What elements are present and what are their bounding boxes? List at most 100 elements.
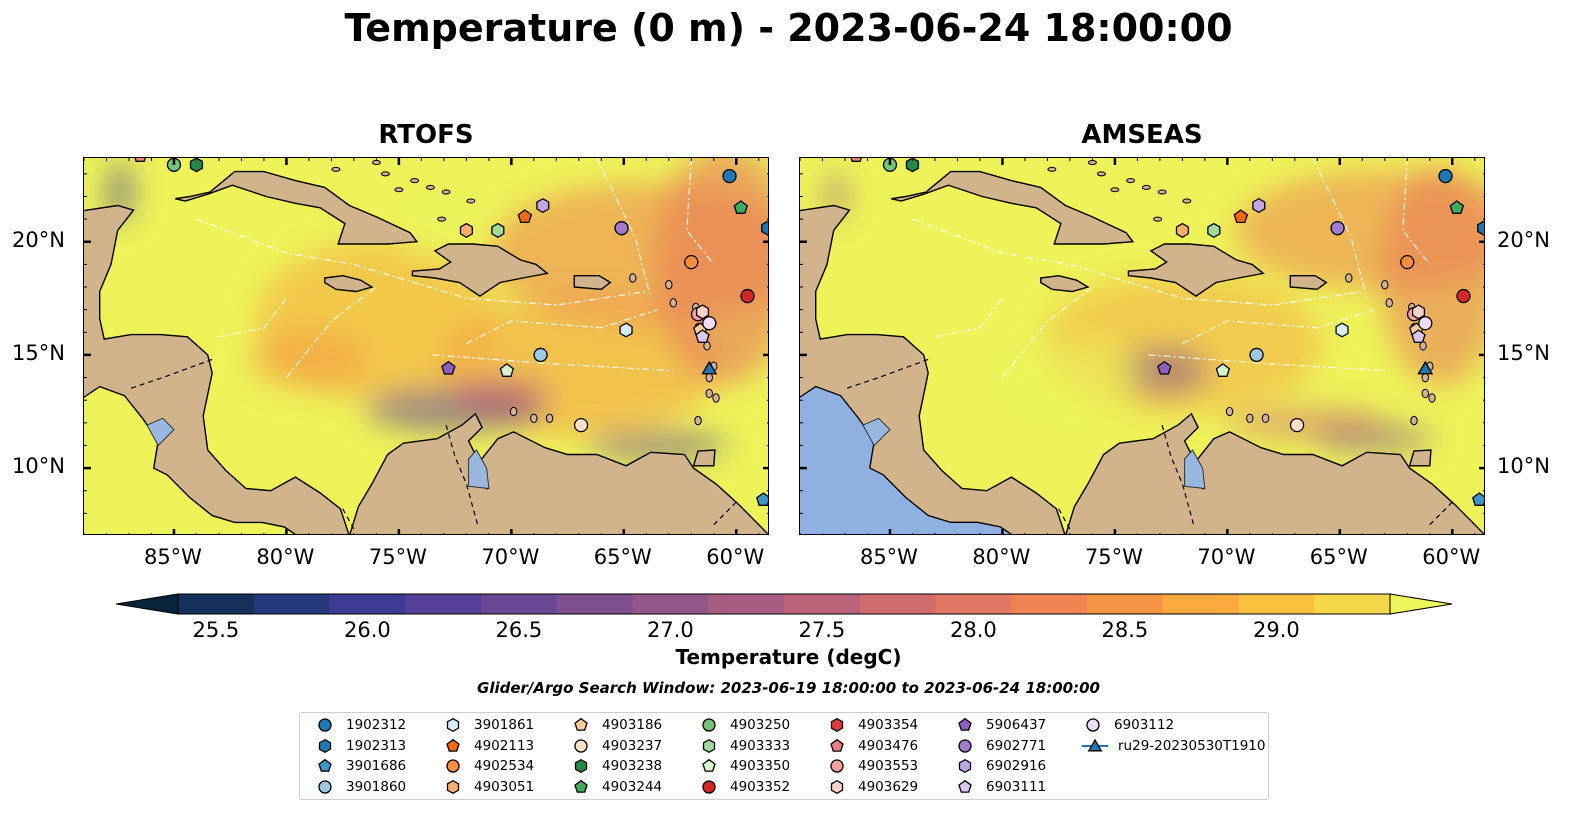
legend-item-4903629: 4903629: [824, 777, 918, 797]
legend-item-4903237: 4903237: [568, 736, 662, 756]
legend-marker: [702, 718, 716, 732]
colorbar-segment: [859, 594, 937, 614]
legend-marker: [574, 758, 588, 774]
platform-marker-4903352: [1456, 288, 1471, 304]
legend-item-3901860: 3901860: [312, 777, 406, 797]
legend-item-6902771: 6902771: [952, 736, 1046, 756]
platform-marker-1902312: [722, 168, 737, 184]
platform-marker-6902771: [614, 221, 629, 236]
colorbar-extend-high: [1389, 593, 1453, 615]
antilles-island: [669, 298, 677, 308]
legend-marker: [446, 779, 460, 794]
eez-boundary-line: [218, 297, 287, 338]
bahamas-island: [1110, 187, 1120, 193]
legend-marker: [1087, 738, 1103, 751]
lat-label-right: 20°N: [1497, 227, 1550, 252]
lon-label: 85°W: [143, 545, 202, 569]
legend-item-4903186: 4903186: [568, 715, 662, 735]
colorbar-extend-low: [115, 593, 179, 615]
legend-label: 1902312: [346, 717, 407, 733]
platform-marker-4903350: [499, 363, 515, 377]
antilles-island: [694, 415, 702, 426]
colorbar-segment: [708, 594, 785, 614]
temperature-patch: [248, 329, 369, 390]
eez-boundary-line: [285, 286, 377, 379]
legend-item-4903553: 4903553: [824, 756, 918, 776]
legend-label: 3901860: [346, 778, 407, 795]
rtofs-map[interactable]: [83, 157, 769, 535]
bahamas-island: [1182, 198, 1192, 204]
legend-label: 4903051: [474, 778, 535, 795]
legend-marker: [958, 758, 972, 774]
antilles-island: [509, 406, 518, 417]
lon-label: 70°W: [481, 545, 540, 569]
land-polygon: [1289, 275, 1328, 291]
lat-label-left: 15°N: [12, 340, 65, 365]
land-polygon: [174, 170, 419, 245]
land-polygon: [349, 412, 768, 534]
temperature-field: [105, 158, 768, 460]
lon-label: 80°W: [256, 545, 315, 569]
eez-boundary-line: [596, 158, 652, 299]
antilles-island: [705, 372, 713, 383]
colorbar-tick-label: 29.0: [1252, 618, 1300, 642]
platform-marker-4902113: [1233, 209, 1249, 224]
bahamas-island: [437, 216, 447, 222]
platform-marker-3901860: [1249, 347, 1264, 363]
legend-item-6903111: 6903111: [952, 777, 1046, 797]
antilles-island: [629, 273, 637, 283]
legend-item-5906437: 5906437: [952, 715, 1046, 735]
platform-marker-ru29-20230530T1910: [1417, 360, 1434, 375]
legend-item-4903244: 4903244: [568, 777, 662, 797]
legend-marker: [446, 759, 460, 773]
platform-marker-1902312: [1438, 168, 1453, 184]
platform-marker-3901686: [1472, 492, 1484, 506]
lon-label: 80°W: [972, 545, 1031, 569]
colorbar-tick-label: 26.5: [495, 618, 543, 642]
colorbar-segment: [935, 594, 1012, 614]
amseas-map[interactable]: [799, 157, 1485, 535]
bahamas-island: [394, 187, 404, 193]
bahamas-island: [380, 171, 390, 177]
legend-marker: [1086, 718, 1100, 732]
lon-label: 60°W: [706, 545, 765, 569]
legend-marker: [446, 717, 460, 733]
lon-label: 65°W: [593, 545, 652, 569]
antilles-island: [1261, 413, 1270, 423]
legend-marker: [318, 779, 332, 794]
land-polygon: [573, 275, 612, 291]
legend-label: 3901686: [346, 758, 407, 774]
legend-label: 4903350: [730, 758, 791, 774]
antilles-island: [1428, 393, 1436, 403]
platform-marker-ru29-20230530T1910: [701, 360, 718, 375]
lat-label-right: 10°N: [1497, 454, 1550, 479]
lat-label-right: 15°N: [1497, 340, 1550, 365]
legend-item-4902113: 4902113: [440, 736, 534, 756]
figure-title: Temperature (0 m) - 2023-06-24 18:00:00: [344, 6, 1233, 50]
land-polygon: [411, 243, 549, 297]
legend-label: 4903238: [602, 758, 663, 774]
platform-marker-4903333: [1207, 222, 1221, 239]
legend-marker: [702, 738, 716, 753]
colorbar-segment: [481, 594, 558, 614]
legend-item-4903350: 4903350: [696, 756, 790, 776]
legend-item-4902534: 4902534: [440, 756, 534, 776]
antilles-island: [1410, 415, 1418, 426]
lon-label: 65°W: [1309, 545, 1368, 569]
bahamas-island: [1087, 160, 1097, 166]
colorbar-segment: [1011, 594, 1088, 614]
colorbar: [115, 592, 1453, 616]
colorbar-segment: [329, 594, 406, 614]
eez-boundary-line: [686, 158, 715, 265]
legend-item-6903112: 6903112: [1080, 715, 1174, 735]
lake-polygon: [862, 417, 891, 447]
legend-marker: [958, 717, 972, 731]
panel-title-amseas: AMSEAS: [1081, 120, 1203, 150]
legend-marker: [830, 738, 844, 752]
legend-marker: [446, 738, 460, 752]
colorbar-tick-label: 25.5: [192, 618, 240, 642]
legend-marker: [318, 738, 332, 753]
legend-item-3901861: 3901861: [440, 715, 534, 735]
antilles-island: [1345, 273, 1353, 283]
platform-marker-6903111: [1411, 329, 1426, 343]
